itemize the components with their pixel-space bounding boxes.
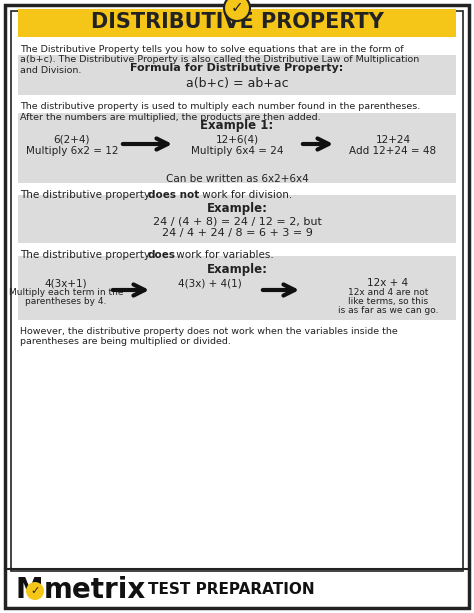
Text: parentheses are being multiplied or divided.: parentheses are being multiplied or divi… <box>20 338 231 346</box>
FancyBboxPatch shape <box>18 256 456 320</box>
Text: The distributive property: The distributive property <box>20 250 153 260</box>
Text: Multiply 6x2 = 12: Multiply 6x2 = 12 <box>26 146 118 156</box>
Text: is as far as we can go.: is as far as we can go. <box>338 306 438 315</box>
Text: work for division.: work for division. <box>199 190 292 200</box>
Text: 12+6(4): 12+6(4) <box>216 135 258 145</box>
Text: 4(3x+1): 4(3x+1) <box>45 278 87 288</box>
Text: However, the distributive property does not work when the variables inside the: However, the distributive property does … <box>20 327 398 336</box>
Text: The distributive property is used to multiply each number found in the parenthes: The distributive property is used to mul… <box>20 102 420 111</box>
Text: Multiply each term in the: Multiply each term in the <box>9 288 123 297</box>
Text: The Distributive Property tells you how to solve equations that are in the form : The Distributive Property tells you how … <box>20 45 404 54</box>
Circle shape <box>26 582 44 600</box>
Text: 24 / (4 + 8) = 24 / 12 = 2, but: 24 / (4 + 8) = 24 / 12 = 2, but <box>153 216 321 226</box>
Text: metrix: metrix <box>44 576 146 604</box>
Text: 24 / 4 + 24 / 8 = 6 + 3 = 9: 24 / 4 + 24 / 8 = 6 + 3 = 9 <box>162 228 312 238</box>
Text: 12x + 4: 12x + 4 <box>367 278 409 288</box>
Text: a(b+c). The Distributive Property is also called the Distributive Law of Multipl: a(b+c). The Distributive Property is als… <box>20 56 419 64</box>
Text: Example:: Example: <box>207 263 267 276</box>
Text: After the numbers are multiplied, the products are then added.: After the numbers are multiplied, the pr… <box>20 113 320 121</box>
Text: 4(3x) + 4(1): 4(3x) + 4(1) <box>178 278 242 288</box>
Text: 12x and 4 are not: 12x and 4 are not <box>348 288 428 297</box>
Text: Multiply 6x4 = 24: Multiply 6x4 = 24 <box>191 146 283 156</box>
Text: like terms, so this: like terms, so this <box>348 297 428 306</box>
Text: The distributive property: The distributive property <box>20 190 153 200</box>
FancyBboxPatch shape <box>18 195 456 243</box>
Text: Example:: Example: <box>207 202 267 215</box>
Text: M: M <box>15 576 43 604</box>
FancyBboxPatch shape <box>11 11 463 571</box>
Text: Add 12+24 = 48: Add 12+24 = 48 <box>349 146 437 156</box>
Text: 6(2+4): 6(2+4) <box>54 135 90 145</box>
Text: TEST PREPARATION: TEST PREPARATION <box>148 582 315 598</box>
FancyBboxPatch shape <box>5 5 469 608</box>
Text: does: does <box>148 250 176 260</box>
Text: work for variables.: work for variables. <box>173 250 274 260</box>
Text: a(b+c) = ab+ac: a(b+c) = ab+ac <box>186 77 288 90</box>
Text: ✓: ✓ <box>231 1 243 15</box>
Circle shape <box>224 0 250 21</box>
Text: does not: does not <box>148 190 199 200</box>
Text: and Division.: and Division. <box>20 66 82 75</box>
FancyBboxPatch shape <box>18 113 456 183</box>
FancyBboxPatch shape <box>18 9 456 37</box>
Text: 12+24: 12+24 <box>375 135 410 145</box>
Text: ✓: ✓ <box>30 586 40 596</box>
Text: Formula for Distributive Property:: Formula for Distributive Property: <box>130 63 344 73</box>
FancyBboxPatch shape <box>18 55 456 95</box>
Text: Can be written as 6x2+6x4: Can be written as 6x2+6x4 <box>165 174 309 184</box>
Text: DISTRIBUTIVE PROPERTY: DISTRIBUTIVE PROPERTY <box>91 12 383 32</box>
Text: parentheses by 4.: parentheses by 4. <box>25 297 107 306</box>
Text: Example 1:: Example 1: <box>201 119 273 132</box>
